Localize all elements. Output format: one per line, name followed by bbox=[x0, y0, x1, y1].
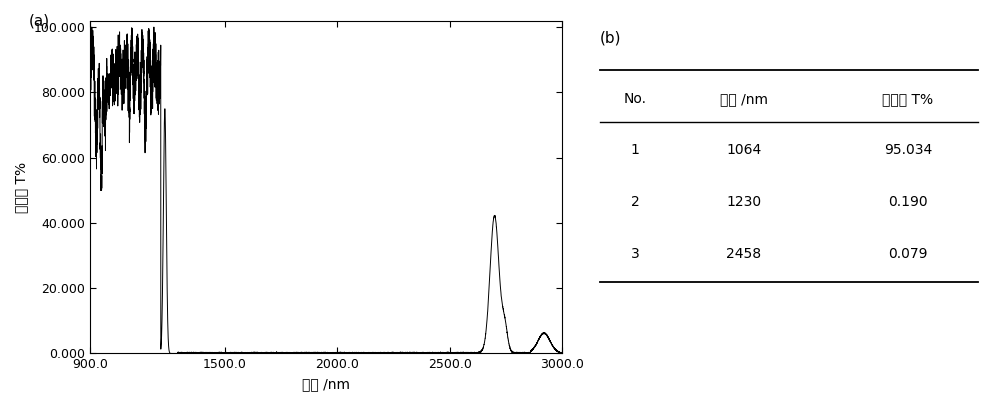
Text: 透射率 T%: 透射率 T% bbox=[882, 92, 933, 106]
Text: (b): (b) bbox=[600, 30, 622, 46]
Text: 3: 3 bbox=[631, 247, 639, 261]
Text: 0.190: 0.190 bbox=[888, 195, 928, 209]
Y-axis label: 透过率 T%: 透过率 T% bbox=[14, 162, 28, 212]
Text: 2: 2 bbox=[631, 195, 639, 209]
Text: 1064: 1064 bbox=[726, 143, 761, 157]
Text: 95.034: 95.034 bbox=[884, 143, 932, 157]
Text: 0.079: 0.079 bbox=[888, 247, 928, 261]
Text: 波长 /nm: 波长 /nm bbox=[720, 92, 768, 106]
Text: 1230: 1230 bbox=[726, 195, 761, 209]
X-axis label: 波长 /nm: 波长 /nm bbox=[302, 377, 350, 391]
Text: 2458: 2458 bbox=[726, 247, 761, 261]
Text: 1: 1 bbox=[631, 143, 639, 157]
Text: (a): (a) bbox=[29, 14, 50, 29]
Text: No.: No. bbox=[624, 92, 647, 106]
